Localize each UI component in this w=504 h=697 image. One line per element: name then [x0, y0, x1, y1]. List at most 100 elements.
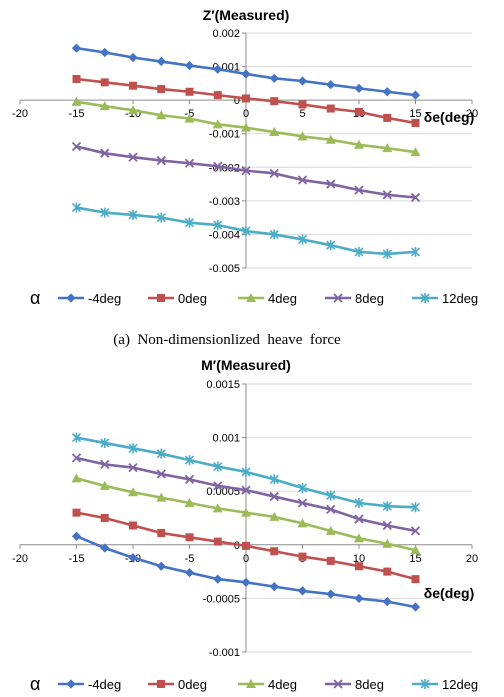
data-point [213, 91, 222, 100]
legend-prefix: α [30, 674, 40, 694]
legend-marker [66, 679, 76, 689]
data-point [269, 582, 279, 592]
y-tick-label: 0.002 [212, 28, 240, 40]
y-tick-label: 0.001 [212, 433, 240, 445]
y-tick-label: 0.0015 [206, 379, 240, 391]
x-tick-label: 15 [409, 108, 421, 120]
data-point [298, 552, 307, 561]
data-point [71, 531, 82, 541]
data-point [354, 246, 364, 257]
chart-title: M′(Measured) [201, 357, 291, 373]
data-point [354, 593, 364, 603]
data-point [241, 485, 251, 495]
data-point [184, 474, 195, 485]
data-point [100, 78, 109, 87]
data-point [411, 118, 420, 127]
legend-label: 8deg [355, 291, 384, 306]
data-point [71, 141, 82, 152]
legend-item-4deg: 4deg [238, 291, 297, 306]
data-point [297, 498, 308, 508]
data-point [325, 525, 336, 535]
legend-label: 12deg [442, 677, 478, 692]
data-point [184, 158, 195, 168]
data-point [410, 602, 421, 612]
data-point [382, 143, 393, 153]
data-point [297, 76, 308, 86]
data-point [297, 131, 308, 141]
data-point [241, 69, 251, 79]
data-point [325, 134, 336, 144]
chart-title: Z′(Measured) [203, 7, 290, 23]
data-point [355, 107, 363, 116]
legend-label: 0deg [178, 677, 207, 692]
data-point [100, 47, 110, 58]
x-tick-label: -20 [12, 553, 28, 565]
legend-marker [420, 679, 430, 689]
data-point [269, 168, 279, 178]
data-point [213, 481, 223, 491]
data-point [157, 529, 166, 538]
data-point [241, 466, 251, 477]
legend-label: 8deg [355, 677, 384, 692]
legend-prefix: α [30, 288, 40, 308]
data-point [410, 90, 421, 100]
data-point [99, 101, 110, 111]
data-point [326, 504, 336, 515]
data-point [184, 113, 195, 123]
data-point [71, 432, 82, 443]
x-tick-label: -20 [12, 108, 28, 120]
legend-marker [246, 293, 256, 302]
data-point [128, 487, 138, 497]
legend-marker [333, 293, 343, 303]
y-tick-label: -0.004 [209, 229, 240, 241]
data-point [355, 562, 363, 571]
data-point [157, 85, 166, 94]
legend-marker [246, 679, 256, 688]
y-tick-label: -0.005 [209, 263, 240, 275]
x-tick-label: 10 [353, 553, 365, 565]
data-point [383, 113, 392, 122]
y-tick-label: -0.001 [209, 129, 240, 141]
data-point [212, 119, 223, 129]
data-point [184, 455, 195, 466]
data-point [242, 541, 250, 550]
data-point [128, 553, 138, 563]
data-point [326, 490, 336, 501]
legend-marker [157, 680, 165, 688]
data-point [99, 480, 110, 490]
data-point [382, 520, 392, 531]
data-point [71, 453, 82, 463]
data-point [354, 497, 364, 508]
x-tick-label: 5 [299, 108, 305, 120]
data-point [213, 461, 223, 472]
data-point [269, 127, 280, 137]
data-point [184, 217, 195, 228]
x-tick-label: 15 [409, 553, 421, 565]
data-point [212, 503, 223, 513]
data-point [270, 547, 279, 556]
legend-label: 0deg [178, 291, 207, 306]
y-tick-label: 0 [234, 95, 240, 107]
data-point [156, 448, 166, 459]
data-point [354, 139, 364, 149]
series--4deg [71, 531, 421, 612]
data-point [297, 175, 308, 185]
series-12deg [71, 432, 421, 513]
data-point [129, 521, 137, 530]
data-point [128, 443, 138, 454]
legend-label: 12deg [442, 291, 478, 306]
data-point [156, 110, 167, 120]
data-point [241, 507, 251, 517]
figure-caption: (a) Non-dimensionlized heave force [113, 332, 341, 348]
data-point [100, 148, 110, 158]
data-point [326, 80, 336, 90]
data-point [270, 97, 279, 106]
data-point [297, 518, 308, 528]
legend-item--4deg: -4deg [58, 291, 121, 306]
data-point [382, 190, 392, 200]
data-point [410, 545, 421, 555]
series-4deg [71, 473, 421, 555]
chart-2: M′(Measured)-20-15-10-505101520-0.001-0.… [12, 357, 478, 694]
y-tick-label: -0.0005 [203, 593, 240, 605]
